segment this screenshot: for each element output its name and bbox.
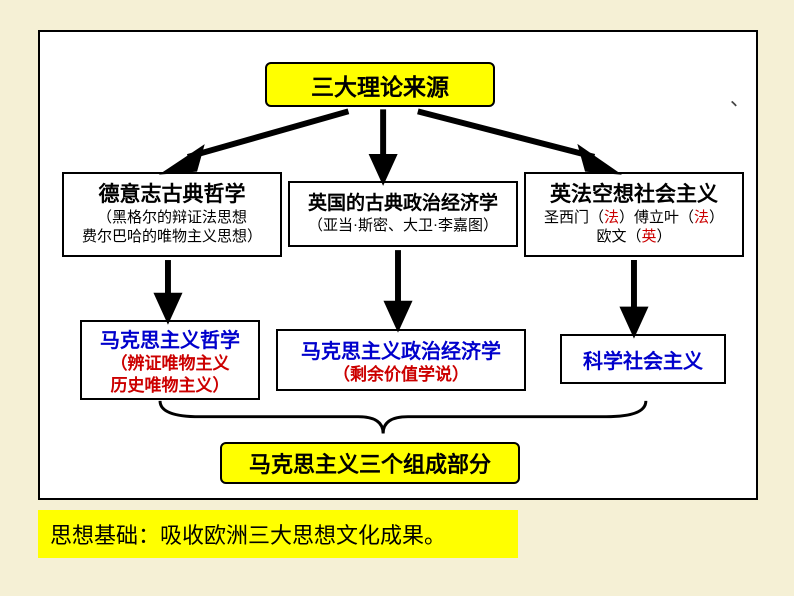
row3-box-3: 科学社会主义: [560, 334, 726, 384]
top-source-label: 三大理论来源: [311, 68, 449, 102]
row2-3-line1: 圣西门（法）傅立叶（法）: [544, 209, 724, 229]
decor-mark: 、: [730, 82, 750, 111]
row3-box-2: 马克思主义政治经济学 （剩余价值学说）: [276, 329, 526, 391]
row2-box-1: 德意志古典哲学 （黑格尔的辩证法思想 费尔巴哈的唯物主义思想）: [62, 172, 282, 257]
row2-2-line1: （亚当·斯密、大卫·李嘉图）: [308, 217, 498, 237]
row2-3-title: 英法空想社会主义: [550, 181, 718, 208]
bottom-components-label: 马克思主义三个组成部分: [249, 447, 491, 479]
footer-text: 思想基础：吸收欧洲三大思想文化成果。: [50, 518, 446, 550]
row2-1-title: 德意志古典哲学: [99, 181, 246, 208]
row3-1-title: 马克思主义哲学: [100, 324, 240, 353]
row2-box-3: 英法空想社会主义 圣西门（法）傅立叶（法） 欧文（英）: [524, 172, 744, 257]
bottom-components-box: 马克思主义三个组成部分: [220, 442, 520, 484]
row3-2-red1: （剩余价值学说）: [333, 364, 469, 385]
row3-2-title: 马克思主义政治经济学: [301, 335, 501, 364]
row2-1-line1: （黑格尔的辩证法思想: [97, 209, 247, 229]
row3-1-red2: 历史唯物主义）: [111, 375, 230, 396]
row2-2-title: 英国的古典政治经济学: [308, 192, 498, 217]
row3-3-title: 科学社会主义: [583, 345, 703, 374]
row2-1-line2: 费尔巴哈的唯物主义思想）: [82, 228, 262, 248]
footer-bar: 思想基础：吸收欧洲三大思想文化成果。: [38, 510, 518, 558]
top-source-box: 三大理论来源: [265, 62, 495, 107]
diagram-canvas: 、 三大理论来源 德意志古典哲学 （黑格尔的辩证法思想 费尔巴哈的唯物主义思想）…: [38, 30, 758, 500]
row2-3-line2: 欧文（英）: [596, 228, 671, 248]
row2-box-2: 英国的古典政治经济学 （亚当·斯密、大卫·李嘉图）: [288, 181, 518, 247]
row3-box-1: 马克思主义哲学 （辨证唯物主义 历史唯物主义）: [80, 320, 260, 400]
row3-1-red1: （辨证唯物主义: [111, 353, 230, 374]
